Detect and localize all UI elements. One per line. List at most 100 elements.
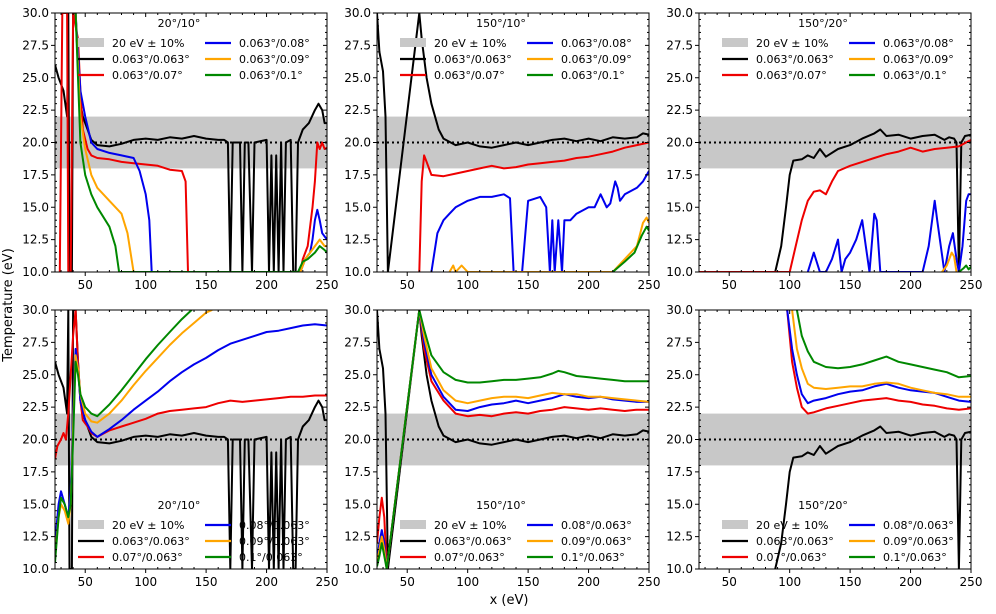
y-tick-label: 22.5: [344, 103, 371, 117]
legend-entry: 0.063°/0.1°: [849, 69, 947, 82]
y-tick-label: 27.5: [666, 38, 693, 52]
series-line-3: [74, 13, 327, 272]
legend-label: 0.063°/0.063°: [112, 53, 190, 66]
series-line-4: [941, 251, 958, 272]
y-tick-label: 15.0: [344, 497, 371, 511]
y-axis-label: Temperature (eV): [1, 248, 16, 363]
legend-label: 0.09°/0.063°: [561, 535, 632, 548]
legend-entry: 0.063°/0.1°: [205, 69, 303, 82]
x-tick-label: 150: [839, 278, 862, 292]
legend-entry: 0.063°/0.08°: [849, 37, 954, 50]
legend-entry: 0.07°/0.063°: [400, 551, 505, 564]
legend-label: 0.063°/0.063°: [434, 53, 512, 66]
legend-label: 0.063°/0.063°: [434, 535, 512, 548]
legend-entry: 0.063°/0.063°: [722, 535, 834, 548]
panel-title: 150°/10°: [476, 17, 526, 30]
legend-label: 0.09°/0.063°: [883, 535, 954, 548]
series-line-2: [58, 13, 327, 272]
panel-title: 150°/20°: [798, 499, 848, 512]
series-line-5: [55, 310, 193, 563]
y-tick-label: 25.0: [22, 368, 49, 382]
legend-label: 0.063°/0.07°: [434, 69, 505, 82]
x-tick-label: 250: [638, 278, 661, 292]
series-line-4: [791, 310, 971, 398]
y-tick-label: 10.0: [666, 265, 693, 279]
y-tick-label: 25.0: [344, 71, 371, 85]
y-tick-label: 30.0: [344, 6, 371, 20]
panel-6: 50 100 150 200 250 10.0 12.5 15.0 17.5 20.0 22.5 25…: [666, 303, 982, 589]
legend-entry: 0.063°/0.08°: [527, 37, 632, 50]
plot-area: [55, 13, 327, 272]
legend-label: 0.063°/0.09°: [239, 53, 310, 66]
legend-label: 0.063°/0.07°: [756, 69, 827, 82]
legend-label: 0.063°/0.063°: [756, 535, 834, 548]
x-tick-label: 200: [577, 575, 600, 589]
y-tick-label: 22.5: [666, 400, 693, 414]
y-tick-label: 10.0: [22, 265, 49, 279]
x-tick-label: 200: [577, 278, 600, 292]
x-axis-label: x (eV): [490, 593, 529, 608]
series-line-3: [430, 170, 649, 272]
x-tick-label: 100: [134, 278, 157, 292]
y-tick-label: 17.5: [344, 465, 371, 479]
legend-entry: 0.063°/0.08°: [205, 37, 310, 50]
y-tick-label: 27.5: [344, 38, 371, 52]
x-tick-label: 250: [960, 575, 983, 589]
series-line-5: [612, 225, 649, 272]
panel-title: 20°/10°: [158, 499, 201, 512]
legend-entry: 0.08°/0.063°: [527, 519, 632, 532]
legend-swatch-band: [400, 520, 426, 529]
y-tick-label: 12.5: [22, 530, 49, 544]
series-line-2: [418, 141, 649, 272]
y-tick-label: 10.0: [666, 562, 693, 576]
panel-title: 150°/20°: [798, 17, 848, 30]
series-line-4: [448, 216, 649, 272]
legend-entry: 0.09°/0.063°: [849, 535, 954, 548]
plot-area: [377, 13, 649, 272]
panel-1: 50 100 150 200 250 10.0 12.5 15.0 17.5 20.0 22.5 25…: [22, 6, 338, 292]
legend-entry: 0.063°/0.063°: [400, 53, 512, 66]
y-tick-label: 12.5: [666, 530, 693, 544]
legend-swatch-band: [722, 38, 748, 47]
series-line-1: [377, 13, 649, 272]
x-tick-label: 150: [839, 575, 862, 589]
plot-area: [55, 310, 327, 569]
legend-label: 0.063°/0.09°: [883, 53, 954, 66]
legend-entry: 0.063°/0.07°: [400, 69, 505, 82]
x-tick-label: 100: [456, 575, 479, 589]
y-tick-label: 22.5: [22, 400, 49, 414]
y-tick-label: 22.5: [666, 103, 693, 117]
legend-label: 20 eV ± 10%: [756, 519, 828, 532]
y-tick-label: 12.5: [666, 233, 693, 247]
y-tick-label: 20.0: [666, 433, 693, 447]
x-tick-label: 150: [195, 278, 218, 292]
legend-entry: 0.08°/0.063°: [205, 519, 310, 532]
y-tick-label: 27.5: [666, 335, 693, 349]
y-tick-label: 22.5: [22, 103, 49, 117]
series-line-5: [958, 264, 971, 272]
y-tick-label: 17.5: [666, 168, 693, 182]
panel-4: 50 100 150 200 250 10.0 12.5 15.0 17.5 20.0 22.5 25…: [22, 303, 338, 589]
legend-label: 0.1°/0.063°: [239, 551, 303, 564]
legend-entry: 0.07°/0.063°: [722, 551, 827, 564]
legend-label: 20 eV ± 10%: [434, 519, 506, 532]
x-tick-label: 250: [316, 278, 339, 292]
legend-label: 0.063°/0.063°: [112, 535, 190, 548]
legend-entry: 0.063°/0.07°: [78, 69, 183, 82]
y-tick-label: 30.0: [22, 303, 49, 317]
legend-entry: 20 eV ± 10%: [722, 519, 828, 532]
legend-swatch-band: [78, 38, 104, 47]
y-tick-label: 15.0: [666, 200, 693, 214]
legend-entry: 0.063°/0.063°: [78, 53, 190, 66]
legend-label: 20 eV ± 10%: [756, 37, 828, 50]
legend-label: 0.08°/0.063°: [561, 519, 632, 532]
x-tick-label: 100: [778, 575, 801, 589]
legend-label: 0.063°/0.08°: [883, 37, 954, 50]
legend-label: 0.063°/0.09°: [561, 53, 632, 66]
legend-swatch-band: [78, 520, 104, 529]
series-line-3: [806, 193, 971, 272]
series-line-5: [74, 13, 327, 272]
legend-entry: 20 eV ± 10%: [78, 519, 184, 532]
plot-area: [699, 116, 971, 272]
y-tick-label: 27.5: [344, 335, 371, 349]
